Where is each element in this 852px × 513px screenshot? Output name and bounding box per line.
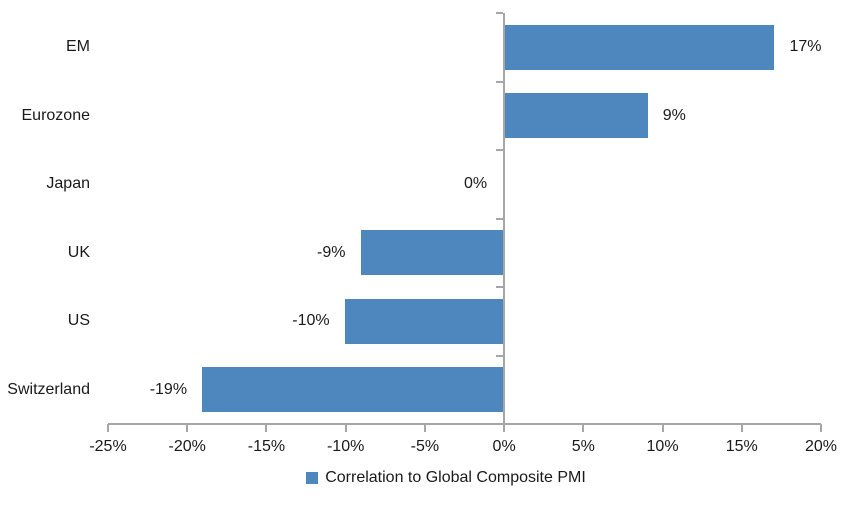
category-axis-tick — [496, 12, 504, 14]
category-axis-tick — [496, 354, 504, 357]
x-tick-label: 10% — [646, 438, 679, 455]
value-axis-tick — [186, 424, 189, 432]
bar — [202, 367, 504, 413]
value-label: 17% — [789, 38, 822, 56]
category-label: Switzerland — [7, 380, 90, 398]
category-axis-tick — [496, 149, 504, 151]
category-axis-tick — [496, 286, 504, 288]
category-axis-line — [503, 13, 506, 424]
value-axis-tick — [740, 424, 743, 432]
bar — [505, 93, 648, 139]
value-axis-tick — [661, 424, 664, 432]
value-axis-tick — [582, 424, 585, 432]
value-axis-line — [108, 423, 821, 425]
category-axis-tick — [496, 80, 504, 83]
x-tick-label: 15% — [725, 438, 758, 455]
value-axis-tick — [344, 424, 347, 432]
x-tick-label: -15% — [247, 438, 286, 455]
category-label: US — [67, 312, 90, 330]
x-tick-label: 0% — [492, 438, 516, 455]
value-label: 9% — [662, 106, 686, 124]
bar — [360, 230, 504, 276]
bar — [344, 298, 504, 344]
category-label: EM — [66, 38, 90, 56]
x-tick-label: -10% — [326, 438, 365, 455]
x-tick-label: -25% — [89, 438, 127, 455]
legend-label: Correlation to Global Composite PMI — [325, 469, 586, 486]
value-label: 0% — [463, 175, 488, 193]
value-axis-tick — [423, 424, 426, 432]
category-axis-tick — [496, 217, 504, 220]
x-tick-label: -5% — [410, 438, 440, 455]
legend-swatch — [306, 472, 319, 484]
x-tick-label: -20% — [168, 438, 206, 455]
x-tick-label: 20% — [804, 438, 838, 455]
value-label: -9% — [317, 243, 346, 261]
category-label: Japan — [46, 175, 90, 193]
category-label: Eurozone — [21, 106, 91, 124]
value-label: -19% — [149, 380, 188, 398]
x-tick-label: 5% — [571, 438, 595, 455]
category-label: UK — [67, 243, 90, 261]
value-label: -10% — [292, 312, 330, 330]
value-axis-tick — [820, 424, 822, 432]
legend: Correlation to Global Composite PMI — [20, 466, 852, 490]
value-axis-tick — [503, 424, 506, 432]
value-axis-tick — [107, 424, 109, 432]
bar — [505, 24, 775, 70]
value-axis-tick — [265, 424, 268, 432]
